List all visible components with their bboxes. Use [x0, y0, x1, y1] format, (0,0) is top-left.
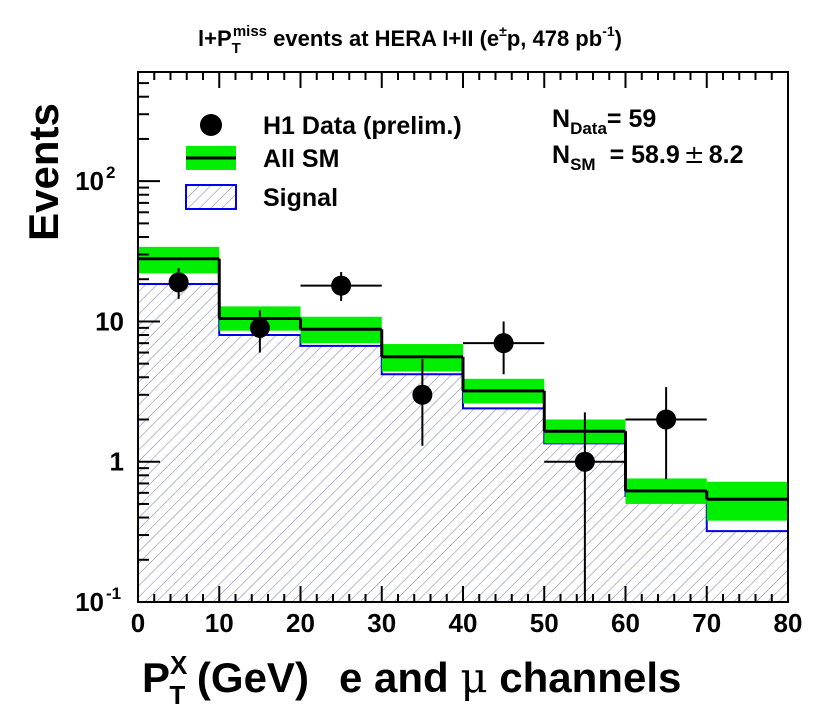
x-tick-labels: 0 10 20 30 40 50 60 70 80 [131, 608, 803, 638]
signal-histogram [138, 282, 788, 602]
legend-signal-swatch [185, 184, 237, 210]
axis-ticks [137, 71, 789, 603]
data-marker [493, 333, 514, 354]
x-tick-label: 0 [131, 608, 145, 638]
x-axis-label: PX T (GeV) e and μ channels [142, 650, 681, 710]
data-marker [249, 317, 270, 338]
y-tick-label: 1 [110, 447, 124, 477]
x-tick-label: 60 [611, 608, 640, 638]
data-point [249, 310, 270, 353]
data-marker [574, 451, 595, 472]
sm-band-bin [706, 481, 788, 521]
data-point [625, 387, 707, 480]
signal-hatch-fill [138, 283, 788, 602]
data-point [463, 321, 545, 375]
y-axis-label: Events [20, 103, 67, 241]
x-tick-label: 70 [692, 608, 721, 638]
data-points [168, 268, 707, 602]
y-tick-label-exponent: 2 [106, 163, 115, 182]
legend-item-data: H1 Data (prelim.) [200, 112, 462, 140]
legend-item-sm: All SM [186, 145, 339, 173]
legend-signal-label: Signal [263, 184, 338, 212]
sm-histogram [138, 257, 788, 501]
data-marker [412, 384, 433, 405]
y-tick-label: 10 [75, 587, 104, 617]
legend-data-marker [200, 114, 222, 136]
y-tick-label: 10 [95, 306, 124, 336]
data-marker [331, 275, 352, 296]
x-tick-label: 40 [449, 608, 478, 638]
data-point [168, 268, 189, 299]
n-sm-annotation: NSM = 58.9 ±8.2 [552, 140, 743, 174]
data-marker [168, 272, 189, 293]
x-tick-label: 80 [774, 608, 803, 638]
x-tick-label: 30 [367, 608, 396, 638]
legend-sm-label: All SM [263, 145, 339, 173]
x-tick-label: 50 [530, 608, 559, 638]
data-point [300, 272, 382, 301]
legend-item-signal: Signal [185, 184, 338, 212]
data-marker [656, 409, 677, 430]
data-point [544, 412, 626, 602]
y-tick-label-exponent: -1 [106, 584, 121, 603]
y-tick-label: 10 [75, 166, 104, 196]
chart-title: l+PTmiss events at HERA I+II (e±p, 478 p… [198, 23, 622, 57]
data-point [412, 358, 433, 446]
n-data-annotation: NData= 59 [552, 105, 656, 138]
legend-data-label: H1 Data (prelim.) [263, 112, 462, 140]
x-tick-label: 20 [286, 608, 315, 638]
legend: H1 Data (prelim.) All SM Signal [185, 112, 462, 212]
x-tick-label: 10 [205, 608, 234, 638]
